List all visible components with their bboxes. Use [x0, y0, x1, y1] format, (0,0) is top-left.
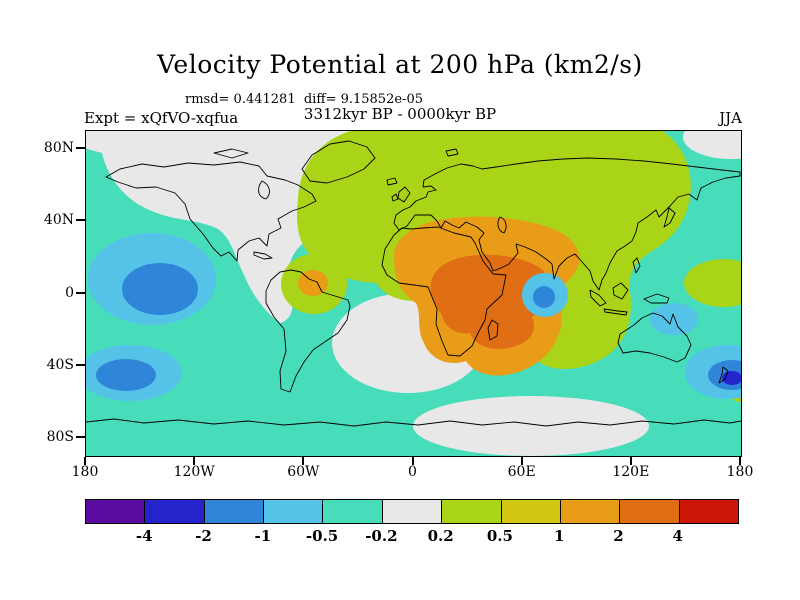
- colorbar-label: 1: [553, 527, 565, 545]
- lat-tick: [76, 147, 85, 150]
- lon-label: 60E: [507, 464, 536, 480]
- contour-blue-north-pacific-core: [122, 263, 198, 315]
- lon-label: 120W: [173, 464, 215, 480]
- lat-tick: [76, 291, 85, 294]
- lon-label: 120E: [612, 464, 650, 480]
- lat-tick: [76, 435, 85, 438]
- lon-label: 60W: [287, 464, 320, 480]
- lat-label: 80S: [46, 428, 74, 445]
- coastline-iceland: [386, 177, 398, 186]
- colorbar-segment: [442, 500, 502, 523]
- coastline-madagascar: [487, 319, 499, 341]
- coastline-borneo: [612, 282, 629, 300]
- contour-cyan-west-pacific: [650, 303, 698, 335]
- colorbar-label: -4: [135, 527, 153, 545]
- colorbar-segment: [86, 500, 146, 523]
- coastline-antarctica: [86, 418, 741, 427]
- colorbar: [85, 499, 739, 524]
- lat-tick: [76, 363, 85, 366]
- lat-tick: [76, 219, 85, 222]
- colorbar-segment: [323, 500, 383, 523]
- colorbar-segment: [264, 500, 324, 523]
- contour-orange-central-africa: [430, 254, 551, 350]
- contour-negative-regions: [86, 233, 741, 401]
- coastline-caspian: [497, 216, 507, 234]
- coastline-australia: [617, 312, 692, 363]
- colorbar-segment: [382, 500, 443, 523]
- colorbar-label: 4: [672, 527, 683, 545]
- colorbar-label: -0.5: [305, 527, 339, 545]
- colorbar-label: 0.5: [486, 527, 513, 545]
- map-svg: [86, 131, 741, 456]
- coastline-svalbard: [445, 148, 459, 157]
- colorbar-label: -1: [254, 527, 272, 545]
- lat-label: 40S: [46, 356, 74, 373]
- coastline-java: [603, 308, 628, 316]
- coastline-eurasia: [393, 157, 741, 291]
- lon-label: 180: [71, 464, 99, 480]
- colorbar-segment: [204, 500, 265, 523]
- page-title: Velocity Potential at 200 hPa (km2/s): [157, 50, 643, 79]
- lat-label: 40N: [43, 212, 74, 229]
- coastline-greenland: [301, 140, 376, 184]
- lat-label: 80N: [43, 140, 74, 157]
- lon-tick: [193, 457, 196, 465]
- lon-tick: [520, 457, 523, 465]
- colorbar-segment: [501, 500, 561, 523]
- lon-tick: [302, 457, 305, 465]
- coastline-cuba: [253, 251, 273, 260]
- lon-tick: [411, 457, 414, 465]
- colorbar-label: -0.2: [365, 527, 398, 545]
- contour-blue-southwest-pacific-core: [96, 359, 156, 391]
- contour-gray-arctic-east: [683, 131, 741, 159]
- coastline-britain: [397, 186, 411, 203]
- coastline-sumatra: [589, 289, 607, 307]
- coastline-new-zealand: [718, 366, 729, 384]
- lon-label: 0: [408, 464, 417, 480]
- colorbar-label: -2: [195, 527, 212, 545]
- colorbar-segment: [560, 500, 621, 523]
- colorbar-segment: [679, 500, 738, 523]
- lat-label: 0: [65, 284, 74, 301]
- lon-tick: [629, 457, 632, 465]
- contour-green-west-pacific-edge: [684, 259, 741, 307]
- contour-blue-sri-lanka-core: [533, 286, 555, 308]
- coastline-new-guinea: [643, 293, 670, 304]
- lon-label: 180: [726, 464, 754, 480]
- coastline-arctic-islands: [213, 148, 249, 159]
- colorbar-segment: [620, 500, 680, 523]
- coastline-philippines: [632, 257, 641, 274]
- lon-tick: [739, 457, 741, 465]
- colorbar-label: 0.2: [427, 527, 454, 545]
- contour-gray-southern-ocean: [413, 396, 649, 456]
- coastline-japan: [663, 207, 676, 228]
- stats-line: rmsd= 0.441281 diff= 9.15852e-05: [185, 92, 423, 107]
- coastlines: [86, 140, 741, 427]
- coastline-north-america: [105, 161, 317, 262]
- map-frame: [85, 130, 742, 457]
- coastline-south-america: [265, 269, 351, 393]
- coastline-africa: [381, 226, 507, 357]
- period-line: 3312kyr BP - 0000kyr BP: [303, 105, 497, 123]
- coastline-hudson-bay: [258, 180, 270, 200]
- colorbar-segment: [145, 500, 205, 523]
- season-label: JJA: [719, 109, 742, 127]
- coastline-ireland: [391, 193, 399, 202]
- experiment-label: Expt = xQfVO-xqfua: [84, 109, 239, 127]
- lon-tick: [84, 457, 86, 465]
- colorbar-label: 2: [613, 527, 624, 545]
